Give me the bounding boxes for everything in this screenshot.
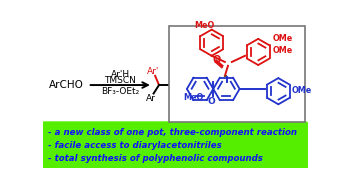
Text: - facile access to diarylacetonitriles: - facile access to diarylacetonitriles <box>48 141 222 150</box>
FancyBboxPatch shape <box>169 26 305 122</box>
Text: BF₃‐OEt₂: BF₃‐OEt₂ <box>101 87 140 96</box>
Text: MeO: MeO <box>194 21 214 30</box>
Text: OMe: OMe <box>291 86 312 95</box>
Text: Ar'H: Ar'H <box>111 70 130 79</box>
Text: CN: CN <box>167 81 180 90</box>
Text: O: O <box>208 97 215 106</box>
Text: OMe: OMe <box>272 46 292 55</box>
Text: Ar: Ar <box>146 94 156 103</box>
Text: Ar': Ar' <box>147 67 159 76</box>
Text: ArCHO: ArCHO <box>49 80 84 90</box>
Text: O: O <box>212 55 221 65</box>
Text: - a new class of one pot, three-component reaction: - a new class of one pot, three-componen… <box>48 128 297 136</box>
Text: TMSCN: TMSCN <box>104 76 136 85</box>
Text: MeO: MeO <box>183 93 203 102</box>
Text: OMe: OMe <box>272 34 292 43</box>
Text: - total synthesis of polyphenolic compounds: - total synthesis of polyphenolic compou… <box>48 154 263 163</box>
FancyBboxPatch shape <box>42 122 308 169</box>
